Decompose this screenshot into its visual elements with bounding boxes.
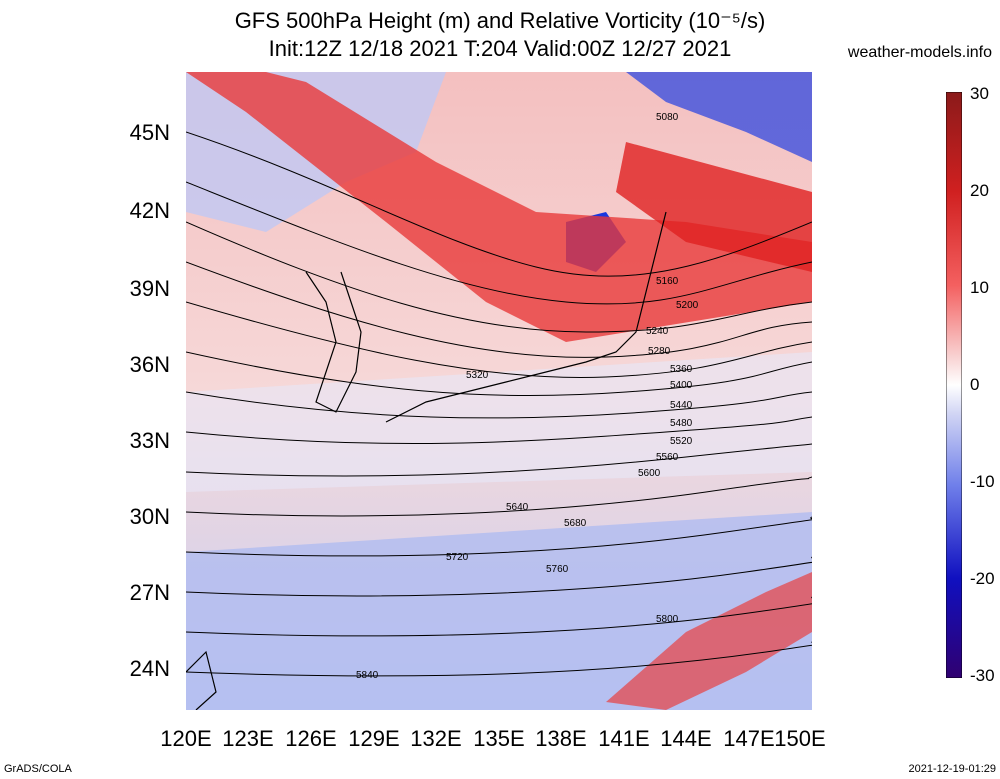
vorticity-map: 5080 5160 5200 5240 5280 5320 5360 5400 5440 5480… xyxy=(186,72,812,710)
contour-label: 5480 xyxy=(670,418,693,429)
weak-vorticity-band xyxy=(186,352,812,492)
contour-label: 5320 xyxy=(466,370,489,381)
lat-label-36n: 36N xyxy=(129,352,170,377)
contour-label: 5280 xyxy=(648,346,671,357)
taiwan-coastline xyxy=(186,650,217,710)
site-watermark: weather-models.info xyxy=(847,44,992,61)
colorbar-label-10: 10 xyxy=(970,278,989,297)
positive-vorticity-south xyxy=(606,572,812,710)
colorbar-label-neg30: -30 xyxy=(970,666,995,685)
lon-label-147e: 147E xyxy=(723,726,775,751)
contour-label: 5360 xyxy=(670,364,693,375)
japan-coastline xyxy=(385,211,667,423)
korea-coastline xyxy=(305,271,362,413)
chart-title-line2: Init:12Z 12/18 2021 T:204 Valid:00Z 12/2… xyxy=(268,36,732,61)
contour-label: 5800 xyxy=(656,614,679,625)
positive-vorticity-band xyxy=(186,72,812,342)
lat-label-30n: 30N xyxy=(129,504,170,529)
contour-label: 5400 xyxy=(670,380,693,391)
colorbar-label-neg10: -10 xyxy=(970,472,995,491)
contour-label: 5840 xyxy=(356,670,379,681)
lat-label-45n: 45N xyxy=(129,120,170,145)
colorbar-label-neg20: -20 xyxy=(970,569,995,588)
lon-label-126e: 126E xyxy=(285,726,337,751)
contour-label: 5600 xyxy=(638,468,661,479)
positive-vorticity-north xyxy=(616,142,812,272)
lon-label-144e: 144E xyxy=(660,726,712,751)
contour-label: 5760 xyxy=(546,564,569,575)
lat-label-42n: 42N xyxy=(129,198,170,223)
lon-label-135e: 135E xyxy=(473,726,525,751)
lat-label-27n: 27N xyxy=(129,580,170,605)
contour-label: 5080 xyxy=(656,112,679,123)
contour-label: 5680 xyxy=(564,518,587,529)
lat-label-24n: 24N xyxy=(129,656,170,681)
lon-label-129e: 129E xyxy=(348,726,400,751)
contour-label: 5520 xyxy=(670,436,693,447)
contour-label: 5640 xyxy=(506,502,529,513)
chart-title-line1: GFS 500hPa Height (m) and Relative Vorti… xyxy=(234,8,766,33)
contour-label: 5160 xyxy=(656,276,679,287)
lon-label-120e: 120E xyxy=(160,726,212,751)
colorbar-label-0: 0 xyxy=(970,375,980,394)
footer-timestamp: 2021-12-19-01:29 xyxy=(908,763,996,775)
footer-credit: GrADS/COLA xyxy=(4,763,72,775)
lon-label-123e: 123E xyxy=(222,726,274,751)
lon-label-141e: 141E xyxy=(598,726,650,751)
contour-label: 5200 xyxy=(676,300,699,311)
contour-label: 5240 xyxy=(646,326,669,337)
negative-vorticity-ne xyxy=(626,72,812,162)
lon-label-150e: 150E xyxy=(774,726,826,751)
contour-label: 5440 xyxy=(670,400,693,411)
colorbar-label-20: 20 xyxy=(970,181,989,200)
lon-label-132e: 132E xyxy=(410,726,462,751)
colorbar xyxy=(946,92,962,678)
lat-label-39n: 39N xyxy=(129,276,170,301)
lat-label-33n: 33N xyxy=(129,428,170,453)
contour-label: 5720 xyxy=(446,552,469,563)
lon-label-138e: 138E xyxy=(535,726,587,751)
contour-label: 5560 xyxy=(656,452,679,463)
colorbar-label-30: 30 xyxy=(970,84,989,103)
